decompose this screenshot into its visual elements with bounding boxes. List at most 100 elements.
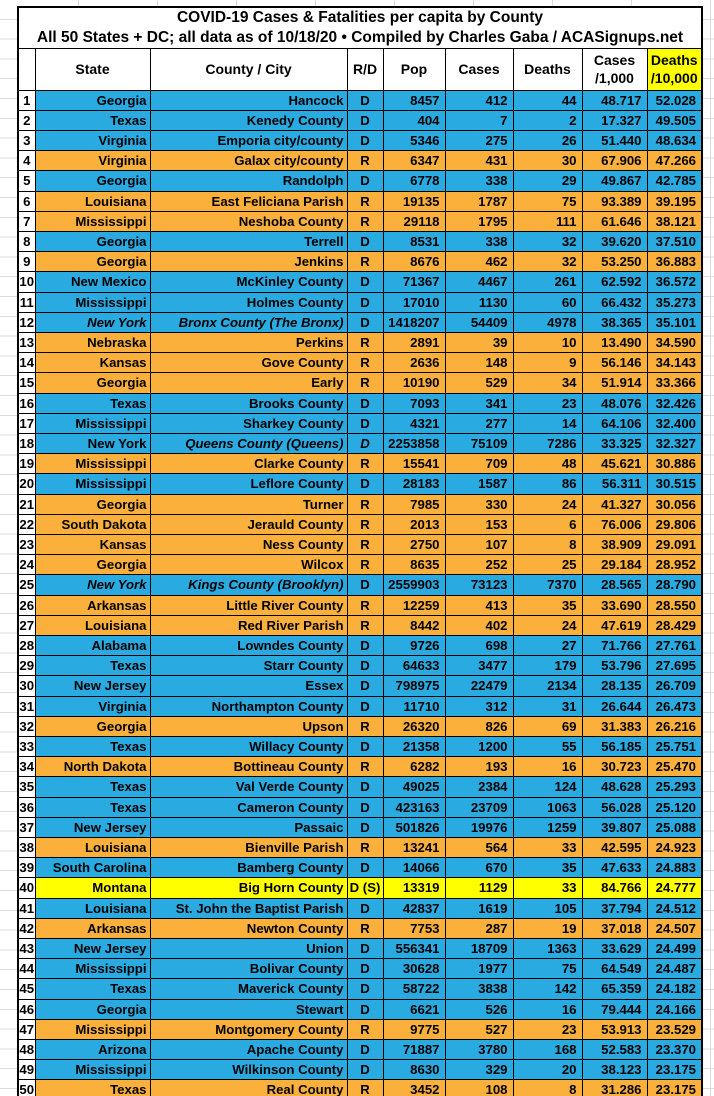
- deaths-cell[interactable]: 27: [512, 634, 583, 657]
- cases-per-1k-cell[interactable]: 31.383: [581, 715, 648, 738]
- deaths-cell[interactable]: 2: [512, 109, 583, 131]
- cases-per-1k-cell[interactable]: 38.365: [581, 311, 648, 333]
- cases-cell[interactable]: 402: [444, 614, 514, 636]
- cases-per-1k-cell[interactable]: 48.076: [581, 392, 648, 414]
- state-cell[interactable]: Georgia: [34, 554, 151, 576]
- state-cell[interactable]: Georgia: [34, 998, 151, 1020]
- pop-cell[interactable]: 404: [382, 109, 446, 131]
- cases-per-1k-cell[interactable]: 41.327: [581, 493, 648, 515]
- cases-cell[interactable]: 54409: [444, 311, 514, 333]
- cases-per-1k-cell[interactable]: 39.807: [581, 816, 648, 839]
- cases-per-1k-cell[interactable]: 38.909: [581, 533, 648, 556]
- party-cell[interactable]: D: [346, 89, 384, 111]
- cases-cell[interactable]: 22479: [444, 675, 514, 697]
- deaths-cell[interactable]: 7370: [512, 574, 583, 596]
- pop-cell[interactable]: 13319: [382, 877, 446, 899]
- deaths-per-10k-cell[interactable]: 35.101: [646, 311, 703, 333]
- pop-cell[interactable]: 9775: [382, 1018, 446, 1041]
- party-cell[interactable]: R: [346, 493, 384, 515]
- county-cell[interactable]: Upson: [149, 715, 348, 738]
- rank-cell[interactable]: 10: [17, 271, 36, 293]
- cases-per-1k-cell[interactable]: 56.185: [581, 735, 648, 758]
- rank-cell[interactable]: 33: [17, 735, 36, 758]
- county-cell[interactable]: Bamberg County: [149, 857, 348, 879]
- header-rank[interactable]: [17, 47, 36, 91]
- state-cell[interactable]: Georgia: [34, 715, 151, 738]
- county-cell[interactable]: Ness County: [149, 533, 348, 556]
- deaths-per-10k-cell[interactable]: 36.572: [646, 271, 703, 293]
- deaths-per-10k-cell[interactable]: 28.952: [646, 554, 703, 576]
- rank-cell[interactable]: 46: [17, 998, 36, 1020]
- deaths-cell[interactable]: 69: [512, 715, 583, 738]
- pop-cell[interactable]: 2636: [382, 352, 446, 374]
- county-cell[interactable]: Wilcox: [149, 554, 348, 576]
- state-cell[interactable]: Louisiana: [34, 897, 151, 919]
- pop-cell[interactable]: 49025: [382, 776, 446, 798]
- deaths-per-10k-cell[interactable]: 30.056: [646, 493, 703, 515]
- rank-cell[interactable]: 39: [17, 857, 36, 879]
- cases-cell[interactable]: 3477: [444, 655, 514, 677]
- state-cell[interactable]: New York: [34, 432, 151, 455]
- county-cell[interactable]: Red River Parish: [149, 614, 348, 636]
- deaths-cell[interactable]: 142: [512, 978, 583, 1000]
- cases-cell[interactable]: 153: [444, 513, 514, 535]
- cases-per-1k-cell[interactable]: 13.490: [581, 331, 648, 354]
- party-cell[interactable]: D: [346, 129, 384, 152]
- pop-cell[interactable]: 19135: [382, 190, 446, 212]
- deaths-per-10k-cell[interactable]: 23.529: [646, 1018, 703, 1041]
- pop-cell[interactable]: 3452: [382, 1079, 446, 1096]
- cases-per-1k-cell[interactable]: 56.028: [581, 796, 648, 818]
- cases-cell[interactable]: 19976: [444, 816, 514, 839]
- pop-cell[interactable]: 2559903: [382, 574, 446, 596]
- state-cell[interactable]: North Dakota: [34, 756, 151, 778]
- header-cases[interactable]: Cases: [444, 47, 514, 91]
- county-cell[interactable]: Galax city/county: [149, 150, 348, 172]
- deaths-per-10k-cell[interactable]: 24.777: [646, 877, 703, 899]
- deaths-per-10k-cell[interactable]: 23.175: [646, 1059, 703, 1081]
- rank-cell[interactable]: 14: [17, 352, 36, 374]
- state-cell[interactable]: South Dakota: [34, 513, 151, 535]
- county-cell[interactable]: Jenkins: [149, 251, 348, 273]
- pop-cell[interactable]: 26320: [382, 715, 446, 738]
- party-cell[interactable]: D: [346, 230, 384, 253]
- county-cell[interactable]: McKinley County: [149, 271, 348, 293]
- rank-cell[interactable]: 12: [17, 311, 36, 333]
- deaths-cell[interactable]: 168: [512, 1039, 583, 1061]
- state-cell[interactable]: Mississippi: [34, 1059, 151, 1081]
- deaths-cell[interactable]: 14: [512, 412, 583, 434]
- pop-cell[interactable]: 6778: [382, 170, 446, 192]
- deaths-cell[interactable]: 26: [512, 129, 583, 152]
- deaths-cell[interactable]: 25: [512, 554, 583, 576]
- deaths-per-10k-cell[interactable]: 27.761: [646, 634, 703, 657]
- deaths-per-10k-cell[interactable]: 37.510: [646, 230, 703, 253]
- deaths-per-10k-cell[interactable]: 39.195: [646, 190, 703, 212]
- party-cell[interactable]: D: [346, 271, 384, 293]
- pop-cell[interactable]: 21358: [382, 735, 446, 758]
- pop-cell[interactable]: 58722: [382, 978, 446, 1000]
- county-cell[interactable]: Essex: [149, 675, 348, 697]
- county-cell[interactable]: Newton County: [149, 917, 348, 940]
- cases-cell[interactable]: 275: [444, 129, 514, 152]
- deaths-cell[interactable]: 48: [512, 453, 583, 475]
- deaths-per-10k-cell[interactable]: 32.426: [646, 392, 703, 414]
- cases-cell[interactable]: 412: [444, 89, 514, 111]
- party-cell[interactable]: R: [346, 331, 384, 354]
- cases-cell[interactable]: 287: [444, 917, 514, 940]
- party-cell[interactable]: R: [346, 352, 384, 374]
- rank-cell[interactable]: 49: [17, 1059, 36, 1081]
- cases-per-1k-cell[interactable]: 56.146: [581, 352, 648, 374]
- deaths-per-10k-cell[interactable]: 26.473: [646, 695, 703, 717]
- party-cell[interactable]: D: [346, 170, 384, 192]
- rank-cell[interactable]: 26: [17, 594, 36, 616]
- party-cell[interactable]: D: [346, 311, 384, 333]
- pop-cell[interactable]: 6621: [382, 998, 446, 1020]
- pop-cell[interactable]: 8676: [382, 251, 446, 273]
- rank-cell[interactable]: 37: [17, 816, 36, 839]
- cases-cell[interactable]: 338: [444, 230, 514, 253]
- party-cell[interactable]: R: [346, 1018, 384, 1041]
- cases-per-1k-cell[interactable]: 64.549: [581, 958, 648, 980]
- cases-per-1k-cell[interactable]: 53.250: [581, 251, 648, 273]
- state-cell[interactable]: Alabama: [34, 634, 151, 657]
- county-cell[interactable]: Real County: [149, 1079, 348, 1096]
- pop-cell[interactable]: 6282: [382, 756, 446, 778]
